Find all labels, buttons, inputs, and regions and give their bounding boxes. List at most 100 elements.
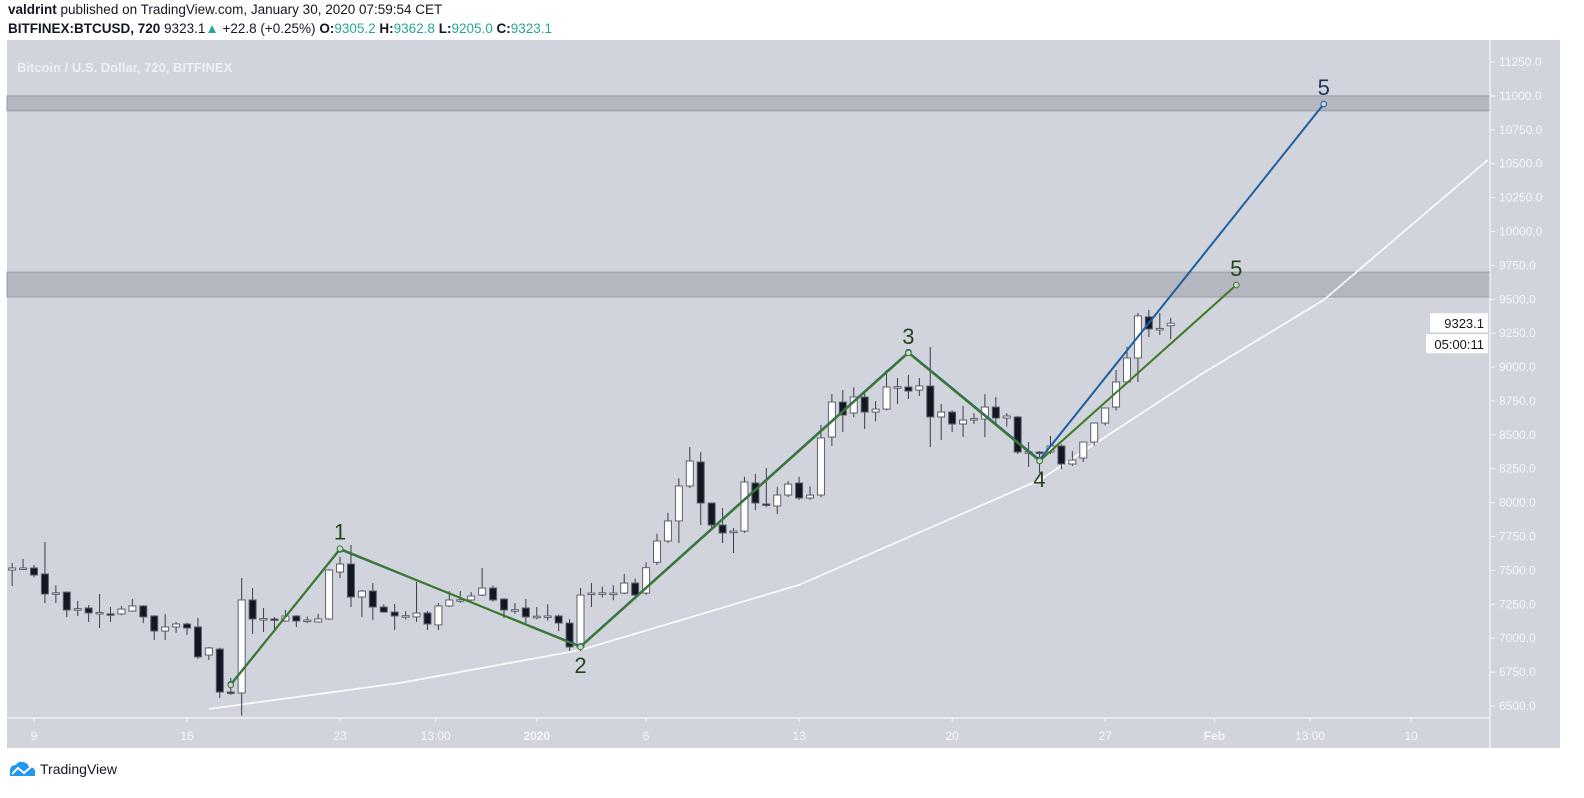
price-change: +22.8 (+0.25%): [222, 21, 316, 36]
wave-green-label-3: 3: [902, 324, 914, 349]
candle-body: [150, 615, 159, 632]
candle-body: [576, 594, 585, 648]
publish-info: valdrint published on TradingView.com, J…: [8, 2, 442, 17]
time-axis[interactable]: 9 16 23 13:00 2020 6 13 20 27 Feb 13:00 10: [31, 718, 1419, 743]
candle-body: [969, 418, 978, 421]
chart-background: [7, 40, 1560, 748]
author-name[interactable]: valdrint: [8, 2, 57, 17]
candle-body: [270, 618, 279, 621]
candle-body: [1155, 327, 1164, 331]
candle-body: [685, 460, 694, 487]
wave-green-label-4: 4: [1033, 467, 1045, 492]
candle-body: [489, 587, 498, 601]
candle-body: [1035, 451, 1044, 455]
candle-body: [554, 615, 563, 624]
candle: [336, 556, 345, 579]
time-tick-label: 13: [792, 729, 806, 743]
price-tick-label: 7750.0: [1499, 530, 1536, 544]
candle-body: [95, 611, 104, 615]
candle: [674, 478, 683, 544]
candle: [1013, 415, 1022, 455]
candle: [609, 585, 618, 601]
candle-body: [1166, 322, 1175, 327]
price-tick-label: 10750.0: [1499, 123, 1543, 137]
tradingview-cloud-icon: [10, 761, 35, 776]
last-price-box: [1430, 313, 1488, 333]
candle-body: [740, 481, 749, 532]
candle: [663, 512, 672, 544]
low-label: L:: [438, 21, 452, 36]
candle-body: [587, 592, 596, 596]
candle: [237, 578, 246, 716]
time-tick-label: 13:00: [1295, 729, 1325, 743]
candle-body: [456, 599, 465, 602]
price-axis[interactable]: 6500.0 6750.0 7000.0 7250.0 7500.0 7750.0 8000…: [1490, 55, 1543, 713]
candle-body: [696, 461, 705, 504]
footer-brand[interactable]: TradingView: [8, 760, 117, 778]
candle-body: [598, 592, 607, 595]
candle: [19, 558, 28, 570]
candle-body: [532, 615, 541, 619]
candle: [303, 616, 312, 624]
candle: [948, 410, 957, 433]
candle: [215, 647, 224, 699]
candle-body: [314, 618, 323, 623]
candle-body: [1090, 422, 1099, 443]
candle: [816, 424, 825, 498]
candle-body: [674, 485, 683, 522]
published-text: published on TradingView.com, January 30…: [60, 2, 443, 17]
candle: [904, 375, 913, 400]
candle-body: [8, 567, 17, 571]
candle-body: [62, 591, 71, 611]
candle-body: [521, 607, 530, 618]
candle: [270, 616, 279, 631]
candle: [259, 607, 268, 632]
candle: [467, 592, 476, 601]
wave-green-point: [905, 349, 912, 357]
candle-body: [1002, 415, 1011, 419]
candle-body: [893, 386, 902, 389]
candle-body: [73, 608, 82, 611]
candle-body: [30, 567, 38, 576]
candle: [172, 621, 181, 633]
candle-body: [762, 503, 771, 506]
candle-body: [390, 611, 399, 617]
candle-body: [860, 396, 869, 413]
candle: [51, 585, 60, 603]
candle-body: [795, 482, 804, 499]
candle: [292, 615, 301, 627]
candle: [565, 618, 574, 651]
candle-body: [106, 613, 115, 616]
candle: [729, 527, 738, 554]
candle-body: [882, 386, 891, 410]
time-tick-label: 10: [1405, 729, 1419, 743]
price-tick-label: 6750.0: [1499, 665, 1536, 679]
time-tick-label: 9: [31, 729, 38, 743]
candle-body: [467, 595, 476, 601]
candle: [40, 541, 49, 603]
candle-body: [259, 618, 268, 621]
candle-body: [718, 524, 727, 534]
candle-body: [729, 530, 738, 534]
candle-body: [806, 494, 815, 499]
candle-body: [642, 567, 651, 594]
candle: [8, 562, 17, 587]
candle-body: [346, 563, 355, 598]
price-tick-label: 9750.0: [1499, 258, 1536, 272]
candle: [1057, 444, 1066, 470]
candle-body: [1013, 416, 1022, 453]
candle: [1002, 413, 1011, 427]
candle: [576, 588, 585, 651]
price-tick-label: 11000.0: [1499, 89, 1542, 103]
time-tick-label: 20: [945, 729, 959, 743]
candle: [795, 476, 804, 500]
candle: [773, 487, 782, 515]
candle-body: [237, 599, 246, 694]
candle-body: [707, 502, 716, 526]
candle-body: [292, 615, 301, 622]
candle: [554, 614, 563, 632]
brand-name: TradingView: [40, 761, 118, 777]
candle: [139, 604, 148, 624]
candle-body: [510, 609, 519, 612]
